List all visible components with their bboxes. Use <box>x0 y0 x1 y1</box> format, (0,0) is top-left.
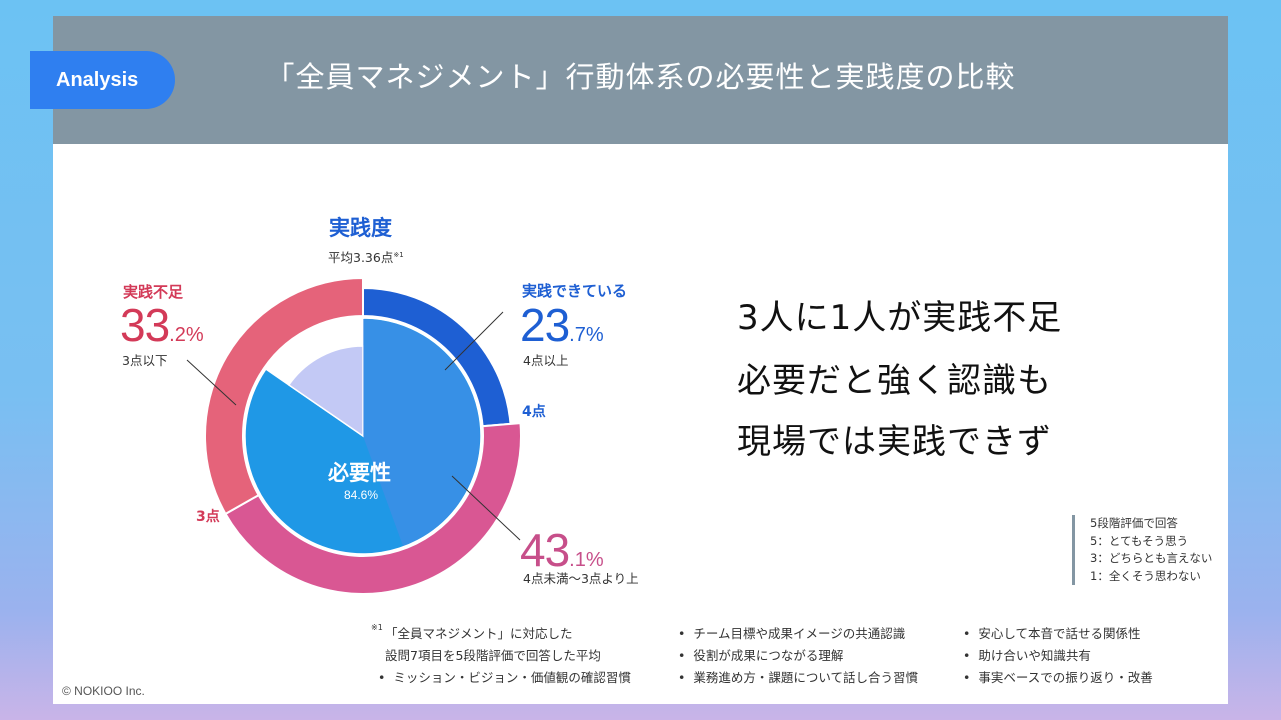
bullet-text: 助け合いや知識共有 <box>978 648 1091 663</box>
slice-value-middle-int: 43 <box>520 524 570 576</box>
legend-item: 3：どちらとも言えない <box>1090 551 1213 565</box>
practice-title: 実践度 <box>329 216 392 240</box>
necessity-value: 84.6% <box>344 488 379 502</box>
bullet-text: 安心して本音で話せる関係性 <box>978 626 1141 641</box>
slice-label-practice-ok: 実践できている <box>522 282 628 300</box>
slice-label-shortage: 実践不足 <box>123 283 184 301</box>
leader-lines <box>186 311 521 541</box>
practice-ring <box>204 276 522 595</box>
practice-middle-arc <box>224 422 522 595</box>
slice-value-practice-ok-int: 23 <box>520 299 570 351</box>
practice-shortage-arc <box>204 276 364 516</box>
boundary-label-4: 4点 <box>522 404 546 420</box>
bullet-text: 役割が成果につながる理解 <box>693 648 844 663</box>
slice-value-shortage-dec: .2% <box>169 324 204 346</box>
boundary-label-3: 3点 <box>196 509 220 525</box>
slice-sublabel-practice-ok: 4点以上 <box>523 353 569 368</box>
slice-value-shortage: 33.2% <box>120 298 204 352</box>
copyright: © NOKIOO Inc. <box>62 684 145 698</box>
practice-average: 平均3.36点※1 <box>328 247 404 266</box>
practice-average-note: ※1 <box>393 250 404 259</box>
slice-sublabel-middle: 4点未満〜3点より上 <box>523 571 639 586</box>
analysis-badge: Analysis <box>30 51 175 109</box>
rating-legend: 5段階評価で回答 5：とてもそう思う 3：どちらとも言えない 1：全くそう思わな… <box>1072 515 1212 585</box>
legend-item: 1：全くそう思わない <box>1090 568 1201 583</box>
bullet-text: ミッション・ビジョン・価値観の確認習慣 <box>393 670 631 685</box>
bullet-text: チーム目標や成果イメージの共通認識 <box>693 626 906 641</box>
slice-value-middle: 43.1% <box>520 523 604 577</box>
leader-line-practice-ok <box>444 311 504 371</box>
necessity-highlight <box>363 319 481 546</box>
legend-item: 5段階評価で回答 <box>1090 516 1178 530</box>
message-line-2: 必要だと強く認識も <box>737 361 1052 401</box>
bullet-item: • 安心して本音で話せる関係性 <box>963 626 1141 641</box>
footnote-mark: ※1 <box>371 623 383 632</box>
leader-line-shortage <box>186 359 237 406</box>
slice-value-practice-ok-dec: .7% <box>569 324 604 346</box>
bullet-item: • 業務進め方・課題について話し合う習慣 <box>678 670 918 685</box>
bullet-item: • 役割が成果につながる理解 <box>678 648 844 663</box>
bullet-item: • 事実ベースでの振り返り・改善 <box>963 670 1153 685</box>
message-line-3: 現場では実践できず <box>737 422 1052 462</box>
leader-line-middle <box>451 475 521 541</box>
legend-item: 5：とてもそう思う <box>1090 533 1189 548</box>
necessity-pie <box>244 317 482 555</box>
necessity-title: 必要性 <box>328 461 391 485</box>
bullet-text: 事実ベースでの振り返り・改善 <box>978 670 1153 685</box>
slice-value-shortage-int: 33 <box>120 299 170 351</box>
message-line-1: 3人に1人が実践不足 <box>737 298 1063 338</box>
footnote-line-2: 設問7項目を5段階評価で回答した平均 <box>385 648 601 663</box>
footnote-line-1: 「全員マネジメント」に対応した <box>385 626 573 641</box>
slice-value-practice-ok: 23.7% <box>520 298 604 352</box>
slice-sublabel-shortage: 3点以下 <box>122 353 168 368</box>
slice-value-middle-dec: .1% <box>569 549 604 571</box>
page-title: 「全員マネジメント」行動体系の必要性と実践度の比較 <box>265 60 1016 94</box>
practice-average-text: 平均3.36点 <box>328 250 394 265</box>
bullet-item: • ミッション・ビジョン・価値観の確認習慣 <box>378 670 631 685</box>
bullet-item: • チーム目標や成果イメージの共通認識 <box>678 626 906 641</box>
header-bar: 「全員マネジメント」行動体系の必要性と実践度の比較 <box>53 16 1228 144</box>
bullet-item: • 助け合いや知識共有 <box>963 648 1091 663</box>
bullet-text: 業務進め方・課題について話し合う習慣 <box>693 670 918 685</box>
necessity-rest-slice <box>287 345 364 438</box>
